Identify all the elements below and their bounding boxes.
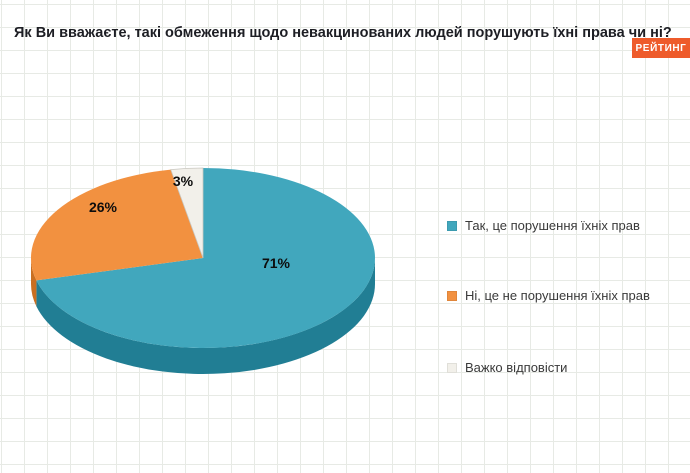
legend-item-yes-violation: Так, це порушення їхніх прав <box>447 218 640 234</box>
pie-slice-side <box>31 258 37 307</box>
legend-swatch-hard-to-answer <box>447 363 457 373</box>
legend-label-no-violation: Ні, це не порушення їхніх прав <box>465 288 650 303</box>
pie-value-label: 71% <box>262 255 291 271</box>
pie-slice <box>30 169 203 281</box>
legend-swatch-no-violation <box>447 291 457 301</box>
legend-item-no-violation: Ні, це не порушення їхніх прав <box>447 288 650 304</box>
legend-label-hard-to-answer: Важко відповісти <box>465 360 568 375</box>
legend-item-hard-to-answer: Важко відповісти <box>447 360 567 376</box>
pie-slice-side <box>36 258 376 375</box>
pie-slice <box>36 168 375 348</box>
rating-logo: РЕЙТИНГ <box>632 38 690 58</box>
pie-value-label: 26% <box>89 199 118 215</box>
pie-slice <box>170 167 204 259</box>
rating-logo-text: РЕЙТИНГ <box>635 42 687 54</box>
pie-value-label: 3% <box>173 173 194 189</box>
page-title: Як Ви вважаєте, такі обмеження щодо нева… <box>14 25 672 41</box>
legend-swatch-yes-violation <box>447 221 457 231</box>
legend-label-yes-violation: Так, це порушення їхніх прав <box>465 218 640 233</box>
